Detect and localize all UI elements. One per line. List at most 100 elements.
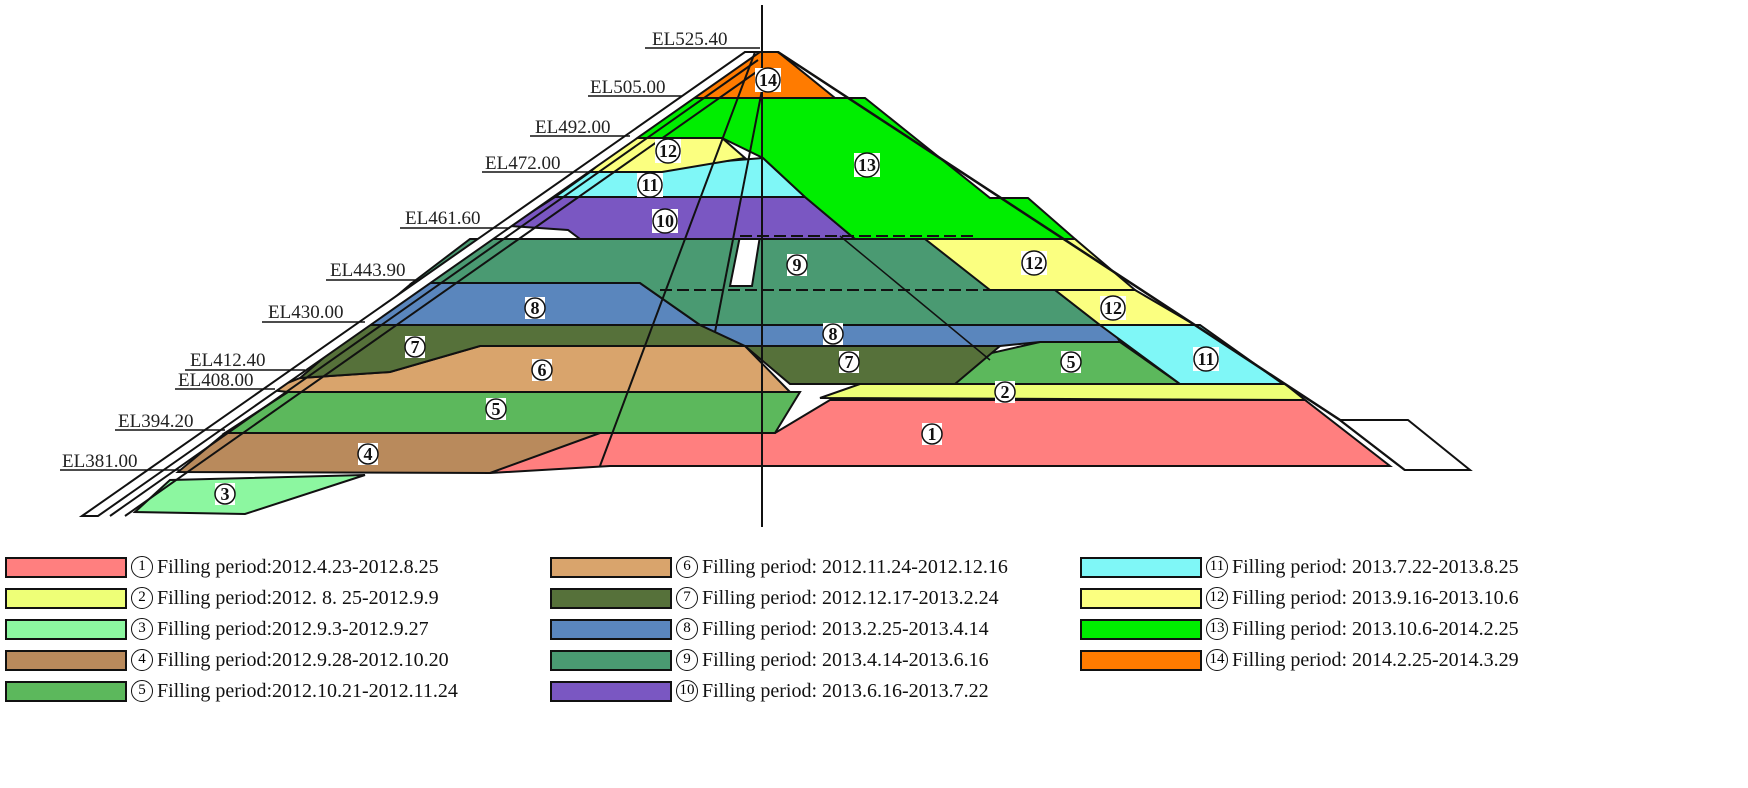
zone-marker-3: 3 <box>214 483 236 505</box>
svg-text:12: 12 <box>1104 298 1122 318</box>
legend-swatch-10 <box>550 680 672 702</box>
legend-number-4: 4 <box>131 649 153 671</box>
svg-text:1: 1 <box>928 424 937 444</box>
legend-number-2: 2 <box>131 587 153 609</box>
legend-item-10: 10 Filling period: 2013.6.16-2013.7.22 <box>550 678 989 704</box>
legend-item-14: 14 Filling period: 2014.2.25-2014.3.29 <box>1080 647 1519 673</box>
svg-text:13: 13 <box>858 155 876 175</box>
legend-label-12: Filling period: 2013.9.16-2013.10.6 <box>1232 586 1519 609</box>
legend-item-2: 2 Filling period:2012. 8. 25-2012.9.9 <box>5 585 439 611</box>
legend-swatch-11 <box>1080 556 1202 578</box>
legend-item-13: 13 Filling period: 2013.10.6-2014.2.25 <box>1080 616 1519 642</box>
zone-7-region-middle <box>742 345 1003 385</box>
legend-item-5: 5 Filling period:2012.10.21-2012.11.24 <box>5 678 458 704</box>
legend-label-6: Filling period: 2012.11.24-2012.12.16 <box>702 555 1008 578</box>
zone-marker-4: 4 <box>357 443 379 465</box>
legend-swatch-8 <box>550 618 672 640</box>
elevation-label-472: EL472.00 <box>485 153 560 174</box>
legend-item-9: 9 Filling period: 2013.4.14-2013.6.16 <box>550 647 989 673</box>
zone-markers: 1 2 3 4 5 6 7 8 9 10 11 12 12 12 13 14 5… <box>214 67 1219 505</box>
svg-text:11: 11 <box>641 175 658 195</box>
svg-text:12: 12 <box>659 141 677 161</box>
svg-text:6: 6 <box>538 360 547 380</box>
legend-number-14: 14 <box>1206 649 1228 671</box>
legend-item-1: 1 Filling period:2012.4.23-2012.8.25 <box>5 554 439 580</box>
zone-marker-9: 9 <box>786 254 808 276</box>
legend-number-12: 12 <box>1206 587 1228 609</box>
legend-number-6: 6 <box>676 556 698 578</box>
svg-text:14: 14 <box>759 70 777 90</box>
legend-item-8: 8 Filling period: 2013.2.25-2013.4.14 <box>550 616 989 642</box>
svg-text:7: 7 <box>411 337 420 357</box>
svg-text:7: 7 <box>845 352 854 372</box>
zone-marker-2: 2 <box>994 381 1016 403</box>
legend-swatch-7 <box>550 587 672 609</box>
elevation-label-408: EL408.00 <box>178 370 253 391</box>
legend-label-7: Filling period: 2012.12.17-2013.2.24 <box>702 586 999 609</box>
legend-label-11: Filling period: 2013.7.22-2013.8.25 <box>1232 555 1519 578</box>
elevation-label-443: EL443.90 <box>330 260 405 281</box>
legend-swatch-1 <box>5 556 127 578</box>
legend-label-8: Filling period: 2013.2.25-2013.4.14 <box>702 617 989 640</box>
svg-text:12: 12 <box>1025 253 1043 273</box>
legend-number-11: 11 <box>1206 556 1228 578</box>
legend-label-4: Filling period:2012.9.28-2012.10.20 <box>157 648 449 671</box>
zone-5-region <box>221 391 802 434</box>
zone-marker-6: 6 <box>531 359 553 381</box>
legend-item-7: 7 Filling period: 2012.12.17-2013.2.24 <box>550 585 999 611</box>
svg-text:5: 5 <box>1067 352 1076 372</box>
zone-marker-12-left: 12 <box>655 138 681 164</box>
elevation-label-381: EL381.00 <box>62 451 137 472</box>
zone-marker-7: 7 <box>404 336 426 358</box>
svg-text:4: 4 <box>364 444 373 464</box>
legend-number-1: 1 <box>131 556 153 578</box>
inner-line-b <box>714 89 763 333</box>
svg-text:10: 10 <box>656 211 674 231</box>
legend-swatch-14 <box>1080 649 1202 671</box>
svg-text:11: 11 <box>1197 349 1214 369</box>
upstream-face-line-2 <box>109 59 759 517</box>
legend-label-13: Filling period: 2013.10.6-2014.2.25 <box>1232 617 1519 640</box>
zone-marker-5-right: 5 <box>1060 351 1082 373</box>
legend-label-14: Filling period: 2014.2.25-2014.3.29 <box>1232 648 1519 671</box>
legend-swatch-2 <box>5 587 127 609</box>
zone-marker-13: 13 <box>854 152 880 178</box>
svg-text:8: 8 <box>829 324 838 344</box>
legend-swatch-5 <box>5 680 127 702</box>
zone-10-region <box>506 196 858 240</box>
upstream-face-slab <box>78 51 764 517</box>
zone-marker-8-middle: 8 <box>822 323 844 345</box>
svg-text:2: 2 <box>1001 382 1010 402</box>
legend-number-3: 3 <box>131 618 153 640</box>
zone-marker-8: 8 <box>524 297 546 319</box>
svg-text:8: 8 <box>531 298 540 318</box>
svg-text:3: 3 <box>221 484 230 504</box>
legend-number-7: 7 <box>676 587 698 609</box>
elevation-label-394: EL394.20 <box>118 411 193 432</box>
elevation-label-505: EL505.00 <box>590 77 665 98</box>
legend-item-6: 6 Filling period: 2012.11.24-2012.12.16 <box>550 554 1008 580</box>
zone-3-region <box>132 474 366 516</box>
zone-marker-1: 1 <box>921 423 943 445</box>
legend-label-5: Filling period:2012.10.21-2012.11.24 <box>157 679 458 702</box>
legend-swatch-6 <box>550 556 672 578</box>
legend-label-1: Filling period:2012.4.23-2012.8.25 <box>157 555 439 578</box>
elevation-label-412: EL412.40 <box>190 350 265 371</box>
legend-number-9: 9 <box>676 649 698 671</box>
elevation-label-492: EL492.00 <box>535 117 610 138</box>
zone-marker-7-middle: 7 <box>838 351 860 373</box>
legend-number-5: 5 <box>131 680 153 702</box>
svg-text:9: 9 <box>793 255 802 275</box>
zone-marker-12-lower: 12 <box>1100 295 1126 321</box>
legend-swatch-13 <box>1080 618 1202 640</box>
legend-number-8: 8 <box>676 618 698 640</box>
legend-swatch-12 <box>1080 587 1202 609</box>
zone-marker-5: 5 <box>485 398 507 420</box>
zone-marker-14: 14 <box>755 67 781 93</box>
legend-number-13: 13 <box>1206 618 1228 640</box>
zone-marker-11: 11 <box>637 172 663 198</box>
zone-marker-12-upper: 12 <box>1021 250 1047 276</box>
legend-label-10: Filling period: 2013.6.16-2013.7.22 <box>702 679 989 702</box>
zone-2-region <box>819 383 1308 402</box>
